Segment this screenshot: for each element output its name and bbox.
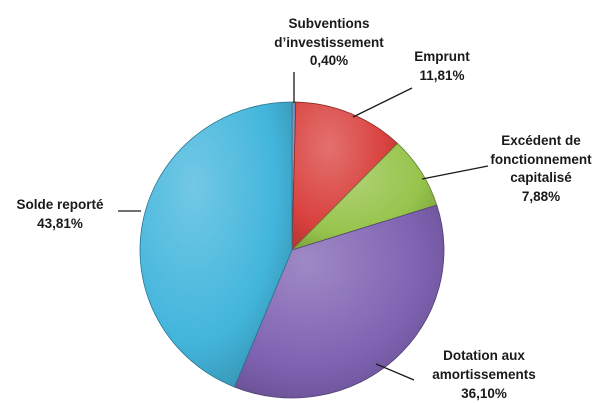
leader-line-excedent-de-fonctionnement-capitalise — [421, 165, 489, 180]
leader-line-dotation-aux-amortissements — [375, 363, 415, 381]
slice-value-emprunt: 11,81% — [419, 68, 464, 83]
pie-slice-emprunt — [291, 101, 399, 251]
slice-label-subventions-d-investissement: Subventions — [288, 16, 369, 31]
pie-slices — [139, 101, 445, 399]
slice-value-excedent-de-fonctionnement-capitalise: 7,88% — [522, 189, 560, 204]
leader-line-emprunt — [352, 87, 413, 118]
slice-labels: Subventions d’investissement 0,40% Emprunt 1… — [16, 16, 592, 401]
slice-label-excedent-de-fonctionnement-capitalise: capitalisé — [510, 170, 572, 185]
slice-label-dotation-aux-amortissements: Dotation aux — [443, 348, 525, 363]
pie-slice-solde-reporte — [139, 101, 293, 388]
slice-label-excedent-de-fonctionnement-capitalise: Excédent de — [501, 133, 581, 148]
slice-label-dotation-aux-amortissements: amortissements — [432, 367, 536, 382]
slice-value-subventions-d-investissement: 0,40% — [310, 53, 348, 68]
slice-label-emprunt: Emprunt — [414, 49, 470, 64]
slice-value-solde-reporte: 43,81% — [37, 216, 83, 231]
slice-value-dotation-aux-amortissements: 36,10% — [461, 386, 507, 401]
slice-label-subventions-d-investissement: d’investissement — [274, 35, 384, 50]
pie-slice-dotation-aux-amortissements — [233, 204, 445, 399]
slice-label-solde-reporte: Solde reporté — [16, 197, 104, 212]
slice-label-excedent-de-fonctionnement-capitalise: fonctionnement — [490, 152, 592, 167]
leader-lines — [118, 72, 489, 381]
